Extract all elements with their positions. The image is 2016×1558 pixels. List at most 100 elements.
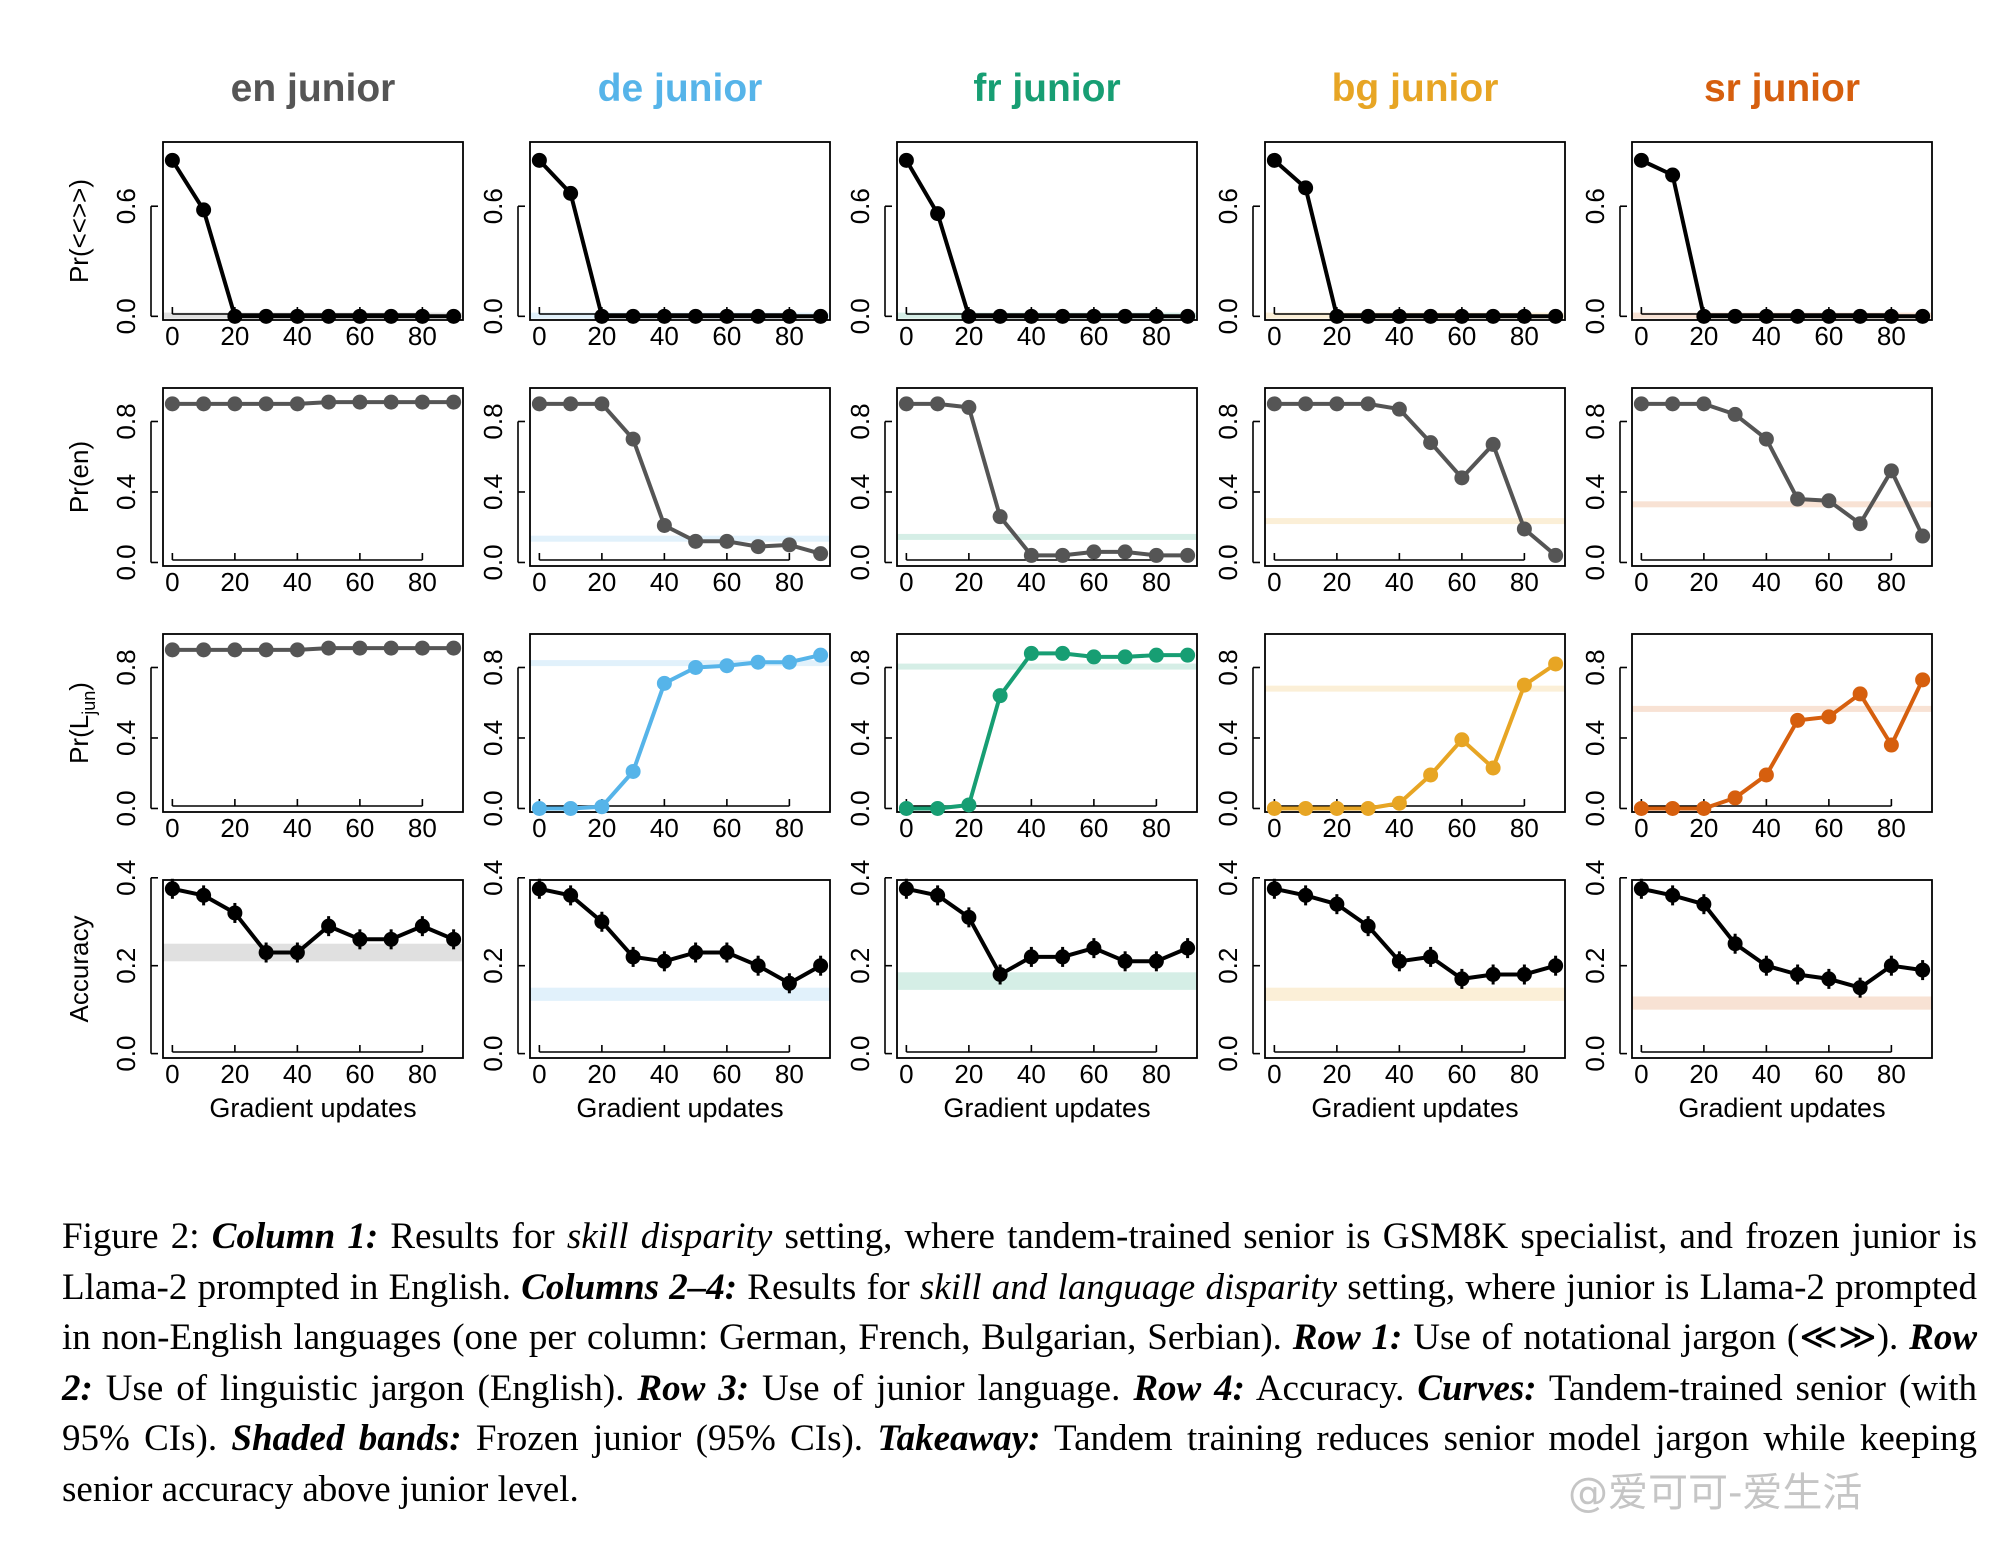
data-point-x30 (992, 509, 1008, 525)
column-title-fr: fr junior (973, 67, 1120, 110)
data-point-x0 (1633, 881, 1649, 897)
x-tick-label: 20 (1689, 1059, 1718, 1089)
frozen-junior-band (1265, 987, 1565, 1001)
plot-frame (896, 879, 1198, 1059)
y-tick-label: 0.8 (1213, 649, 1243, 685)
data-point-x30 (1360, 918, 1376, 934)
data-point-x90 (1548, 308, 1564, 324)
panel-r4-c3: 0 20 40 60 80 Gradient updates 0.0 0.2 0.4 (845, 860, 1198, 1123)
x-axis-label: Gradient updates (1311, 1093, 1518, 1123)
panel-r1-c4: 0 20 40 60 80 0.0 0.6 (1213, 141, 1566, 351)
data-point-x50 (1423, 435, 1439, 451)
y-tick-label: 0.2 (845, 948, 875, 984)
y-tick-label: 0.0 (111, 1036, 141, 1072)
y-tick-label: 0.4 (1213, 474, 1243, 510)
plot-frame (1264, 879, 1566, 1059)
data-point-x70 (1117, 308, 1133, 324)
series-line (1273, 158, 1556, 319)
data-point-x0 (531, 152, 547, 168)
y-tick-label: 0.0 (111, 544, 141, 580)
x-tick-label: 20 (1689, 321, 1718, 351)
frozen-junior-band (1265, 685, 1565, 692)
x-tick-label: 40 (650, 321, 679, 351)
y-tick-label: 0.6 (1213, 188, 1243, 224)
y-tick-label: 0.4 (845, 474, 875, 510)
y-tick-label: 0.0 (1213, 1036, 1243, 1072)
data-point-x50 (1790, 491, 1806, 507)
plot-frame (1631, 633, 1933, 813)
x-tick-label: 40 (650, 1059, 679, 1089)
caption-text: Use of junior language. (749, 1367, 1134, 1409)
caption-row-1-label: Row 1: (1292, 1317, 1403, 1358)
data-point-x80 (414, 308, 430, 324)
x-tick-label: 60 (1447, 567, 1476, 597)
series-line (904, 159, 1188, 319)
data-point-x0 (898, 881, 914, 897)
data-point-x0 (1633, 152, 1649, 168)
data-point-x80 (781, 975, 797, 991)
x-tick-label: 80 (775, 567, 804, 597)
x-tick-label: 20 (1689, 567, 1718, 597)
panel-r4-c2: 0 20 40 60 80 Gradient updates 0.0 0.2 0.4 (478, 860, 831, 1123)
data-point-x70 (1485, 966, 1501, 982)
column-title-de: de junior (598, 67, 763, 110)
y-axis-label: Pr(Ljun) (64, 682, 99, 764)
data-point-x30 (1727, 790, 1743, 806)
x-tick-label: 60 (1079, 567, 1108, 597)
data-point-x0 (164, 152, 180, 168)
data-point-x70 (383, 931, 399, 947)
y-tick-label: 0.2 (478, 948, 508, 984)
caption-row-4-label: Row 4: (1133, 1367, 1245, 1409)
frozen-junior-band (1265, 518, 1565, 525)
x-tick-label: 40 (1017, 321, 1046, 351)
data-point-x40 (656, 953, 672, 969)
data-point-x0 (1633, 396, 1649, 412)
x-tick-label: 0 (165, 321, 179, 351)
x-tick-label: 80 (775, 1059, 804, 1089)
data-point-x60 (719, 533, 735, 549)
data-point-x20 (227, 642, 243, 658)
data-point-x40 (1023, 308, 1039, 324)
data-point-x20 (227, 308, 243, 324)
caption-bands-label: Shaded bands: (231, 1418, 462, 1459)
data-point-x60 (1086, 308, 1102, 324)
x-tick-label: 60 (1814, 1059, 1843, 1089)
y-tick-label: 0.0 (1213, 298, 1243, 334)
data-point-x20 (961, 797, 977, 813)
panel-r3-c3: 0 20 40 60 80 0.0 0.4 0.8 (845, 633, 1198, 843)
data-point-x80 (1148, 647, 1164, 663)
data-point-x90 (446, 931, 462, 947)
y-axis-label: Pr(en) (64, 441, 94, 513)
data-point-x10 (1665, 800, 1681, 816)
x-axis-label: Gradient updates (1678, 1093, 1885, 1123)
data-point-x60 (1821, 971, 1837, 987)
data-point-x60 (1454, 308, 1470, 324)
x-tick-label: 0 (165, 1059, 179, 1089)
x-tick-label: 40 (1385, 813, 1414, 843)
data-point-x80 (781, 654, 797, 670)
data-point-x50 (688, 945, 704, 961)
y-tick-label: 0.0 (1580, 790, 1610, 826)
panel-r1-c3: 0 20 40 60 80 0.0 0.6 (845, 141, 1198, 351)
data-point-x60 (352, 640, 368, 656)
data-point-x0 (1266, 396, 1282, 412)
data-point-x70 (383, 394, 399, 410)
data-point-x10 (563, 396, 579, 412)
x-tick-label: 40 (283, 1059, 312, 1089)
caption-figure-label: Figure 2: (62, 1216, 200, 1257)
frozen-junior-band (1632, 705, 1932, 712)
data-point-x30 (1360, 396, 1376, 412)
y-tick-label: 0.0 (845, 298, 875, 334)
data-point-x0 (164, 642, 180, 658)
x-tick-label: 40 (1385, 321, 1414, 351)
data-point-x20 (594, 308, 610, 324)
x-tick-label: 40 (1017, 813, 1046, 843)
x-tick-label: 80 (408, 1059, 437, 1089)
x-tick-label: 40 (1385, 1059, 1414, 1089)
x-tick-label: 60 (1079, 1059, 1108, 1089)
panel-r4-c5: 0 20 40 60 80 Gradient updates 0.0 0.2 0.4 (1580, 860, 1933, 1123)
data-point-x20 (1329, 896, 1345, 912)
data-point-x40 (1023, 645, 1039, 661)
data-point-x80 (1148, 953, 1164, 969)
x-tick-label: 20 (220, 1059, 249, 1089)
